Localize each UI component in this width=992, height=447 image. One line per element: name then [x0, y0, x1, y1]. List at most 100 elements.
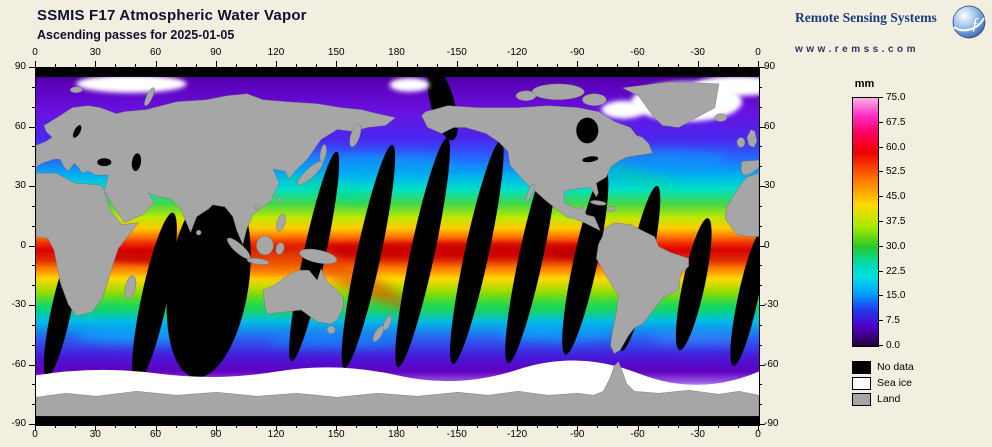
axis-tick: [737, 425, 739, 428]
lon-axis-label: -60: [630, 47, 645, 58]
axis-tick: [215, 425, 217, 431]
axis-tick: [617, 64, 619, 67]
colorbar-tick-label: 75.0: [886, 92, 906, 103]
axis-tick: [537, 425, 539, 428]
axis-tick: [717, 425, 719, 428]
lon-axis-label: -150: [446, 429, 467, 440]
lon-axis-label: -90: [570, 47, 585, 58]
colorbar: [852, 97, 879, 347]
axis-tick: [255, 425, 257, 428]
colorbar-unit: mm: [854, 78, 875, 90]
colorbar-tick: [879, 171, 883, 173]
lon-axis-label: -150: [446, 47, 467, 58]
lat-axis-label: 60: [764, 120, 776, 132]
colorbar-tick-label: 37.5: [886, 216, 906, 227]
colorbar-tick-label: 7.5: [886, 315, 900, 327]
axis-tick: [557, 64, 559, 67]
axis-tick: [35, 425, 36, 431]
lat-axis-label: 90: [764, 61, 776, 72]
axis-tick: [517, 425, 518, 431]
page-title: SSMIS F17 Atmospheric Water Vapor: [37, 7, 307, 24]
axis-tick: [55, 64, 57, 67]
legend-item: Land: [852, 392, 972, 406]
lat-axis-label: 0: [20, 239, 26, 251]
axis-tick: [759, 384, 762, 386]
axis-tick: [759, 364, 765, 366]
colorbar-tick: [879, 121, 883, 123]
colorbar-tick: [879, 295, 883, 297]
legend-label: No data: [877, 361, 914, 373]
colorbar-labels: 75.0 67.5 60.0 52.5 45.0 37.5 30.0 22.5 15.0 7.5 0…: [886, 92, 926, 351]
axis-tick: [759, 344, 762, 346]
lat-axis-label: -30: [11, 299, 26, 310]
axis-tick: [155, 61, 157, 67]
axis-tick: [35, 61, 36, 67]
axis-tick: [195, 425, 197, 428]
lon-axis-label: -30: [690, 47, 705, 58]
lon-axis-label: 0: [32, 47, 38, 58]
axis-tick: [276, 61, 277, 67]
axis-tick: [456, 61, 458, 67]
lat-axis-right: 90 60 30 0 -30 -60 -90: [764, 61, 790, 429]
legend-label: Sea ice: [877, 377, 913, 389]
map-frame: [35, 67, 760, 426]
axis-tick: [476, 64, 478, 67]
axis-tick: [376, 64, 378, 67]
axis-tick: [29, 67, 35, 68]
lon-ticks-bottom: [35, 425, 759, 432]
axis-tick: [637, 425, 639, 431]
axis-tick: [175, 64, 177, 67]
lon-axis-label: -30: [690, 429, 705, 440]
legend-item: No data: [852, 360, 972, 374]
axis-tick: [737, 64, 739, 67]
axis-tick: [557, 425, 559, 428]
colorbar-tick: [879, 221, 883, 222]
colorbar-tick-label: 52.5: [886, 166, 906, 178]
axis-tick: [276, 425, 277, 431]
axis-tick: [115, 64, 117, 67]
axis-tick: [32, 384, 35, 386]
axis-tick: [759, 265, 762, 267]
colorbar-tick: [879, 97, 883, 98]
axis-tick: [436, 64, 438, 67]
axis-tick: [436, 425, 438, 428]
axis-tick: [32, 166, 35, 168]
lon-axis-label: 120: [267, 47, 285, 58]
axis-tick: [759, 324, 762, 326]
axis-tick: [32, 285, 35, 287]
axis-tick: [95, 61, 97, 67]
lat-axis-label: -30: [764, 299, 779, 310]
colorbar-tick: [879, 320, 883, 322]
axis-tick: [496, 64, 498, 67]
axis-tick: [759, 106, 762, 108]
brand-url: www.remss.com: [795, 44, 920, 55]
axis-tick: [759, 67, 765, 68]
axis-tick: [759, 424, 765, 425]
axis-tick: [336, 425, 338, 431]
axis-tick: [396, 61, 398, 67]
axis-tick: [677, 425, 679, 428]
axis-tick: [416, 425, 418, 428]
axis-tick: [75, 64, 77, 67]
axis-tick: [758, 425, 759, 431]
lon-axis-label: 0: [32, 429, 38, 440]
colorbar-tick-label: 45.0: [886, 191, 906, 203]
axis-tick: [215, 61, 217, 67]
axis-tick: [255, 64, 257, 67]
lat-axis-label: 0: [764, 239, 770, 251]
axis-tick: [456, 425, 458, 431]
lon-axis-label: 90: [210, 429, 222, 440]
colorbar-tick: [879, 345, 883, 346]
axis-tick: [617, 425, 619, 428]
axis-tick: [759, 146, 762, 148]
axis-tick: [759, 305, 765, 306]
lat-ticks-left: [28, 67, 35, 425]
legend-swatch: [852, 392, 871, 406]
axis-tick: [637, 61, 639, 67]
colorbar-tick: [879, 245, 883, 247]
colorbar-tick-label: 15.0: [886, 290, 906, 302]
legend: No data Sea ice Land: [852, 360, 972, 409]
axis-tick: [135, 64, 137, 67]
lat-ticks-right: [759, 67, 766, 425]
